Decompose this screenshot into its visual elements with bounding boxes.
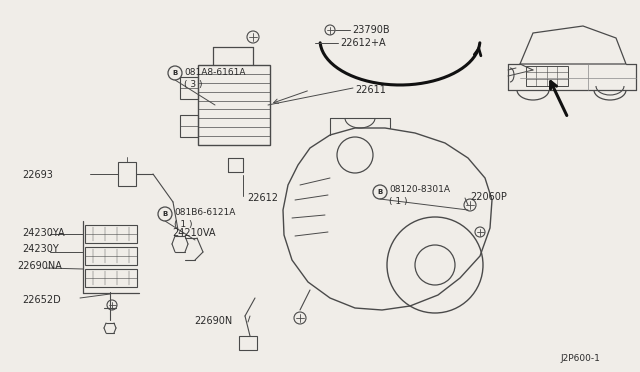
Text: 22652D: 22652D xyxy=(22,295,61,305)
Text: ( 1 ): ( 1 ) xyxy=(389,197,408,206)
Text: 24230Y: 24230Y xyxy=(22,244,59,254)
Bar xyxy=(198,65,270,145)
Bar xyxy=(118,162,136,186)
Bar xyxy=(180,77,198,99)
Text: 08120-8301A: 08120-8301A xyxy=(389,185,450,194)
Text: 22611: 22611 xyxy=(355,85,386,95)
Text: 081A8-6161A: 081A8-6161A xyxy=(184,68,246,77)
Text: 22060P: 22060P xyxy=(470,192,507,202)
Text: B: B xyxy=(172,70,178,76)
Text: 23790B: 23790B xyxy=(352,25,390,35)
Text: 22690NA: 22690NA xyxy=(17,261,62,271)
Text: 22693: 22693 xyxy=(22,170,53,180)
Text: ( 3 ): ( 3 ) xyxy=(184,80,202,89)
Bar xyxy=(85,269,137,287)
Text: 22690N: 22690N xyxy=(194,316,232,326)
Text: 081B6-6121A: 081B6-6121A xyxy=(174,208,236,217)
Bar xyxy=(85,225,137,243)
Text: 22612: 22612 xyxy=(247,193,278,203)
Bar xyxy=(526,66,568,86)
Text: B: B xyxy=(163,211,168,217)
Text: 24210VA: 24210VA xyxy=(172,228,216,238)
Text: 22612+A: 22612+A xyxy=(340,38,386,48)
Text: ( 1 ): ( 1 ) xyxy=(174,220,193,229)
Bar xyxy=(180,115,198,137)
Bar xyxy=(85,247,137,265)
Text: B: B xyxy=(378,189,383,195)
Text: J2P600-1: J2P600-1 xyxy=(560,354,600,363)
Text: 24230YA: 24230YA xyxy=(22,228,65,238)
Bar xyxy=(239,336,257,350)
